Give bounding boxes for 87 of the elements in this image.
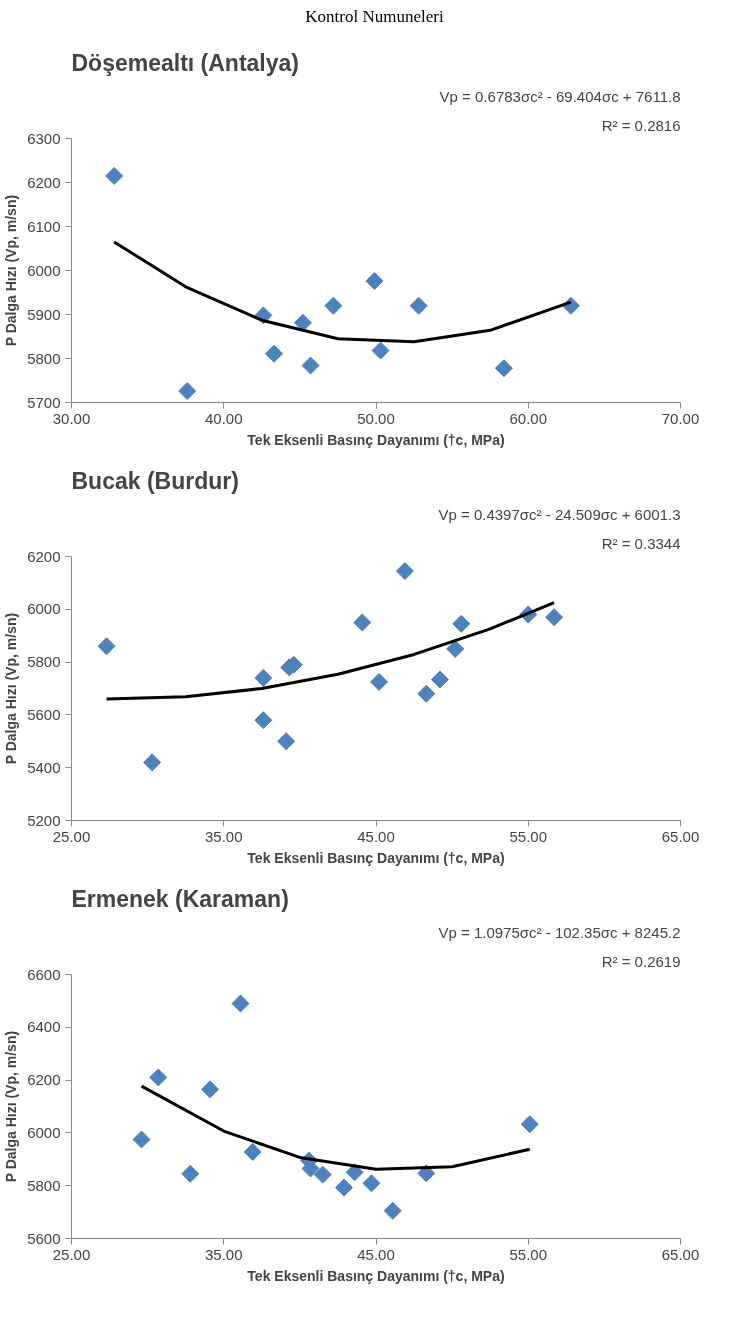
x-tick-label: 45.00: [357, 1245, 395, 1263]
y-tick-label: 5600: [27, 705, 61, 723]
x-tick-label: 65.00: [661, 1245, 700, 1263]
point: [452, 614, 471, 633]
y-axis-title: P Dalga Hızı (Vp, m/sn): [3, 194, 20, 347]
y-axis-title: P Dalga Hızı (Vp, m/sn): [3, 1030, 20, 1183]
point: [345, 1163, 364, 1182]
point: [301, 356, 320, 375]
point: [324, 296, 343, 315]
x-axis-title: Tek Eksenli Basınç Dayanımı (†c, MPa): [247, 1267, 505, 1284]
point: [409, 296, 428, 315]
point: [545, 608, 564, 627]
text: Kontrol Numuneleri: [305, 6, 444, 28]
point: [97, 637, 116, 656]
point: [293, 313, 312, 332]
x-tick-label: 55.00: [509, 827, 548, 845]
y-tick-label: 6000: [27, 261, 61, 279]
point: [178, 382, 197, 401]
line-series: [140, 1084, 532, 1171]
point: [362, 1174, 381, 1193]
x-tick-label: 70.00: [661, 409, 700, 427]
chart-title: Ermenek (Karaman): [71, 885, 289, 912]
x-axis-title: Tek Eksenli Basınç Dayanımı (†c, MPa): [247, 431, 505, 448]
point: [265, 344, 283, 363]
x-tick-label: 50.00: [357, 409, 395, 427]
point: [430, 670, 449, 689]
text: R² = 0.3344: [601, 534, 681, 552]
point: [132, 1130, 151, 1149]
y-axis-title: P Dalga Hızı (Vp, m/sn): [3, 612, 20, 765]
point: [181, 1164, 200, 1183]
y-tick-label: 6100: [27, 217, 61, 235]
y-tick-label: 6000: [27, 1123, 61, 1141]
point: [313, 1165, 332, 1184]
y-tick-label: 5200: [27, 811, 61, 829]
y-tick-label: 6200: [27, 1071, 61, 1089]
x-tick-label: 40.00: [204, 409, 243, 427]
point: [243, 1142, 262, 1161]
x-tick-label: 55.00: [509, 1245, 548, 1263]
point: [353, 613, 372, 632]
point: [149, 1068, 168, 1087]
y-tick-label: 5800: [27, 1176, 61, 1194]
y-tick-label: 5700: [27, 393, 61, 411]
point: [371, 341, 390, 360]
y-tick-label: 5400: [27, 758, 61, 776]
text: R² = 0.2619: [601, 952, 681, 970]
text: Vp = 0.6783σc² - 69.404σc + 7611.8: [439, 87, 681, 105]
text: Vp = 1.0975σc² - 102.35σc + 8245.2: [438, 923, 681, 941]
text: R² = 0.2816: [601, 116, 681, 134]
y-tick-label: 5800: [27, 349, 61, 367]
line-series: [105, 601, 556, 701]
x-tick-label: 60.00: [509, 409, 548, 427]
point: [254, 711, 273, 730]
x-axis-title: Tek Eksenli Basınç Dayanımı (†c, MPa): [247, 849, 505, 866]
point: [383, 1201, 402, 1220]
chart-title: Döşemealtı (Antalya): [71, 49, 300, 76]
y-tick-label: 6400: [27, 1018, 61, 1036]
point: [520, 1115, 539, 1134]
point: [231, 994, 250, 1013]
y-tick-label: 6600: [27, 965, 61, 983]
y-tick-label: 5600: [27, 1229, 61, 1247]
point: [395, 562, 414, 581]
point: [494, 359, 513, 378]
text: Vp = 0.4397σc² - 24.509σc + 6001.3: [438, 505, 681, 523]
x-tick-label: 30.00: [52, 409, 91, 427]
x-tick-label: 65.00: [661, 827, 700, 845]
point: [370, 672, 389, 691]
y-tick-label: 6200: [27, 173, 61, 191]
x-tick-label: 35.00: [204, 1245, 243, 1263]
point: [254, 668, 273, 687]
y-tick-label: 6300: [27, 129, 61, 147]
point: [277, 732, 296, 751]
point: [201, 1080, 220, 1099]
point: [335, 1178, 354, 1197]
y-tick-label: 5800: [27, 653, 61, 671]
x-tick-label: 45.00: [357, 827, 395, 845]
y-tick-label: 6000: [27, 600, 61, 618]
point: [365, 272, 384, 291]
point: [446, 639, 465, 658]
point: [143, 753, 162, 772]
x-tick-label: 25.00: [52, 1245, 91, 1263]
x-tick-label: 35.00: [204, 827, 243, 845]
point: [105, 166, 124, 185]
point: [417, 684, 436, 703]
y-tick-label: 5900: [27, 305, 61, 323]
y-tick-label: 6200: [27, 547, 61, 565]
chart-title: Bucak (Burdur): [71, 467, 239, 494]
x-tick-label: 25.00: [52, 827, 91, 845]
